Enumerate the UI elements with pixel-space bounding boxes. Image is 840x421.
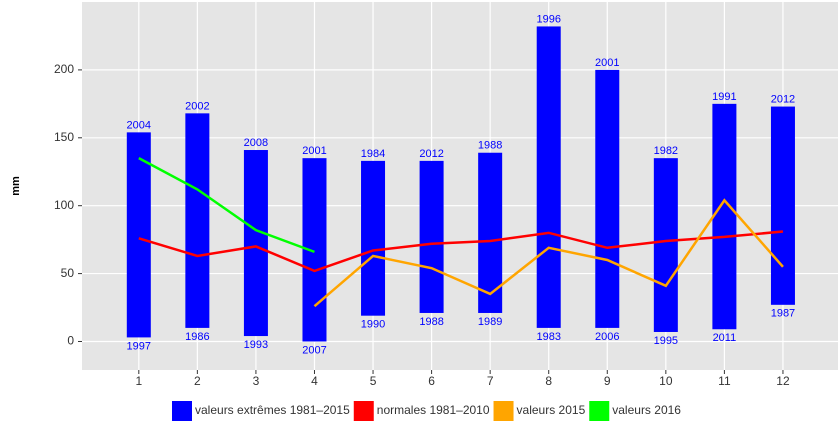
max-year-label: 2012 xyxy=(419,148,443,160)
x-tick-label: 11 xyxy=(718,374,731,388)
line xyxy=(313,198,784,308)
max-year-label: 2012 xyxy=(771,93,795,105)
range-bar xyxy=(126,132,151,338)
y-tick-label: 50 xyxy=(61,266,75,280)
min-year-label: 1983 xyxy=(536,331,560,343)
x-tick-label: 8 xyxy=(545,374,552,388)
x-tick-label: 7 xyxy=(487,374,494,388)
x-tick-label: 10 xyxy=(659,374,673,388)
max-year-label: 1984 xyxy=(361,148,385,160)
line xyxy=(138,157,315,254)
x-tick-label: 3 xyxy=(253,374,260,388)
min-year-label: 2006 xyxy=(595,331,619,343)
y-tick-label: 150 xyxy=(54,130,74,144)
range-bar xyxy=(712,103,737,330)
max-year-label: 1996 xyxy=(536,13,560,25)
legend-swatch xyxy=(172,401,192,421)
x-tick-label: 1 xyxy=(135,374,142,388)
y-tick-label: 0 xyxy=(67,334,74,348)
x-tick-label: 4 xyxy=(311,374,318,388)
x-tick-label: 9 xyxy=(604,374,611,388)
range-bar xyxy=(243,150,268,337)
min-year-label: 1986 xyxy=(185,331,209,343)
max-year-label: 1991 xyxy=(712,91,736,103)
range-bar xyxy=(770,106,795,305)
min-year-label: 1988 xyxy=(419,316,443,328)
y-axis-title: mm xyxy=(10,176,22,196)
range-bar xyxy=(185,113,210,328)
line xyxy=(138,230,784,273)
legend-label: valeurs extrêmes 1981–2015 xyxy=(195,403,350,417)
legend-label: normales 1981–2010 xyxy=(377,403,490,417)
x-tick-label: 5 xyxy=(370,374,377,388)
legend-label: valeurs 2015 xyxy=(517,403,586,417)
min-year-label: 2007 xyxy=(302,344,326,356)
min-year-label: 1995 xyxy=(654,335,678,347)
min-year-label: 2011 xyxy=(713,332,737,344)
y-tick-label: 200 xyxy=(54,62,74,76)
range-bar xyxy=(653,158,678,332)
min-year-label: 1990 xyxy=(361,319,385,331)
min-year-label: 1989 xyxy=(478,316,502,328)
legend-swatch xyxy=(353,401,374,421)
max-year-label: 2001 xyxy=(595,57,619,69)
legend-label: valeurs 2016 xyxy=(612,403,681,417)
max-year-label: 1982 xyxy=(654,145,678,157)
x-tick-label: 12 xyxy=(776,374,790,388)
min-year-label: 1993 xyxy=(244,339,268,351)
y-tick-label: 100 xyxy=(54,198,74,212)
range-bar xyxy=(361,160,386,316)
max-year-label: 2008 xyxy=(244,137,268,149)
legend-swatch xyxy=(589,401,610,421)
max-year-label: 2001 xyxy=(302,145,326,157)
min-year-label: 1987 xyxy=(771,308,795,320)
max-year-label: 2004 xyxy=(127,119,151,131)
range-bar xyxy=(419,160,444,313)
range-bar xyxy=(536,26,561,328)
x-tick-label: 6 xyxy=(428,374,435,388)
max-year-label: 1988 xyxy=(478,140,502,152)
range-bar xyxy=(595,69,620,328)
legend-swatch xyxy=(493,401,514,421)
max-year-label: 2002 xyxy=(185,100,209,112)
min-year-label: 1997 xyxy=(127,340,151,352)
x-tick-label: 2 xyxy=(194,374,201,388)
